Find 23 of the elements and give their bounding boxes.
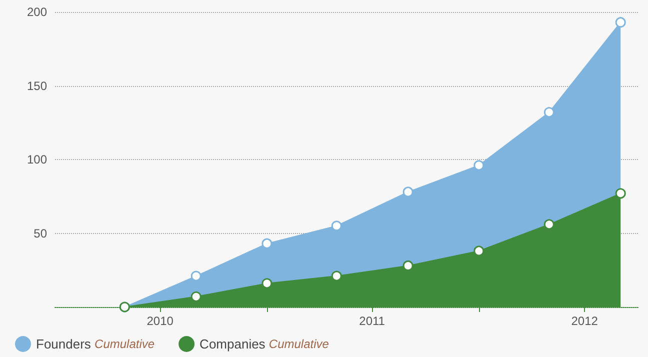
legend-label: Founders Cumulative xyxy=(36,336,155,352)
point xyxy=(474,246,484,256)
x-tick-label: 2012 xyxy=(571,314,598,328)
y-tick-label: 100 xyxy=(26,152,48,166)
point xyxy=(262,278,272,289)
legend-label: Companies Cumulative xyxy=(200,336,330,352)
point xyxy=(474,160,484,171)
y-tick-label: 150 xyxy=(26,78,48,93)
point xyxy=(262,238,272,249)
x-tick-label: 2011 xyxy=(359,314,386,328)
point xyxy=(402,260,414,271)
x-tick-label: 2010 xyxy=(146,314,174,328)
point xyxy=(331,220,342,232)
point xyxy=(331,270,342,282)
point xyxy=(402,186,414,198)
y-tick-label: 200 xyxy=(26,5,48,19)
y-tick-label: 50 xyxy=(34,226,48,240)
point xyxy=(615,188,626,199)
point xyxy=(190,291,202,302)
point xyxy=(615,17,626,28)
point xyxy=(544,107,554,118)
point xyxy=(544,219,554,230)
point xyxy=(190,270,202,282)
